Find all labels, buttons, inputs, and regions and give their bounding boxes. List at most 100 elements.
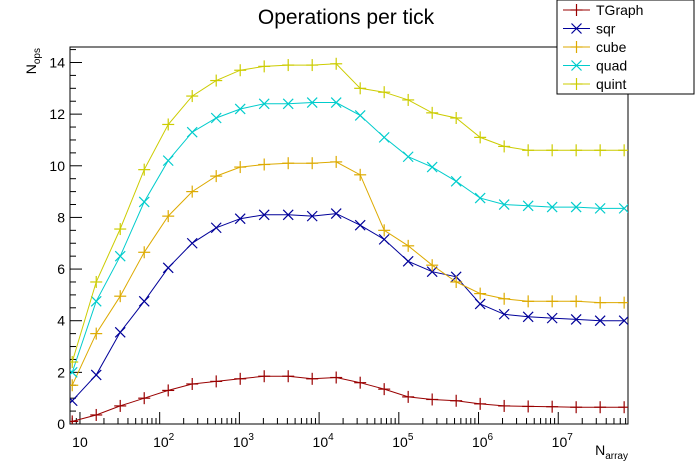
data-point [474, 298, 486, 310]
legend-label: quad [596, 58, 627, 74]
data-point [162, 155, 174, 167]
legend-entry-cube: cube [563, 39, 627, 55]
data-point [618, 401, 628, 414]
y-tick-label: 8 [57, 209, 65, 225]
data-point [306, 157, 319, 170]
data-point [498, 199, 510, 210]
data-point [354, 219, 366, 231]
data-point [234, 64, 247, 77]
data-point [330, 97, 342, 108]
data-point [570, 295, 583, 308]
data-point [522, 295, 535, 308]
data-point [70, 415, 79, 424]
legend-entry-sqr: sqr [563, 21, 616, 37]
data-point [378, 224, 391, 237]
data-point [498, 399, 511, 412]
data-point [426, 106, 439, 119]
legend-marker [570, 41, 583, 53]
legend-label: quint [596, 76, 626, 92]
legend-marker [571, 60, 582, 71]
data-point [354, 82, 367, 95]
data-point [570, 201, 582, 213]
x-tick-label: 103 [233, 432, 255, 450]
data-point [138, 163, 151, 176]
data-point [70, 379, 79, 392]
data-point [186, 377, 199, 390]
x-tick-label: 102 [153, 432, 175, 450]
data-point [306, 372, 319, 385]
legend-marker [571, 23, 582, 34]
data-point [402, 255, 414, 267]
data-point [114, 326, 126, 338]
data-point [570, 313, 582, 325]
legend-label: TGraph [596, 2, 643, 18]
legend-label: cube [596, 39, 627, 55]
data-point [402, 390, 415, 403]
plot-frame [69, 46, 629, 425]
data-point [282, 157, 295, 170]
data-point [70, 356, 79, 369]
data-point [70, 395, 78, 407]
data-point [330, 57, 343, 70]
data-point [114, 250, 126, 262]
data-point [114, 290, 127, 303]
data-point [90, 275, 103, 288]
data-point [258, 98, 270, 110]
y-tick-label: 14 [49, 54, 65, 70]
data-point [354, 110, 366, 121]
data-point [498, 140, 511, 153]
data-point [258, 209, 270, 221]
data-point [546, 144, 559, 157]
plot-border [69, 46, 629, 425]
data-point [450, 275, 463, 288]
x-tick-label: 10 [72, 434, 88, 450]
series-tgraph [70, 370, 628, 424]
data-point [378, 131, 390, 143]
data-point [522, 400, 535, 413]
y-tick-label: 12 [49, 106, 65, 122]
data-point [210, 222, 222, 234]
data-point [378, 86, 391, 99]
data-point [618, 315, 628, 327]
data-point [234, 103, 246, 115]
data-point [210, 170, 223, 183]
data-point [546, 295, 559, 308]
data-point [210, 74, 223, 87]
data-point [258, 60, 271, 73]
data-point [594, 202, 606, 214]
data-point [426, 161, 438, 173]
data-point [618, 202, 628, 214]
y-axis-title-base: N [23, 64, 39, 74]
data-point [330, 371, 343, 384]
x-axis: 10 102 103 104 105 106 107 [71, 412, 627, 450]
data-point [546, 201, 558, 213]
data-point [474, 192, 486, 204]
legend-label: sqr [596, 21, 616, 37]
data-point [450, 175, 462, 187]
y-tick-label: 2 [57, 364, 65, 380]
data-point [378, 233, 390, 245]
data-point [594, 401, 607, 414]
data-point [258, 370, 271, 383]
series-sqr [70, 208, 628, 407]
data-point [426, 266, 438, 278]
chart-title: Operations per tick [258, 6, 435, 29]
data-point [186, 126, 198, 138]
y-axis-title-sub: ops [32, 48, 43, 64]
data-point [594, 315, 606, 327]
legend: TGraph sqr cube quad quint [556, 0, 695, 95]
series-quad [70, 97, 628, 378]
data-point [522, 311, 534, 323]
data-point [138, 295, 150, 307]
data-point [522, 144, 535, 157]
data-point [282, 59, 295, 72]
data-point [450, 112, 463, 125]
data-point [402, 93, 415, 106]
data-point [522, 200, 534, 212]
data-point [498, 308, 510, 320]
data-point [594, 296, 607, 309]
x-axis-title-sub: array [605, 451, 628, 462]
data-point [114, 399, 127, 412]
data-point [618, 296, 628, 309]
data-point [162, 118, 175, 131]
